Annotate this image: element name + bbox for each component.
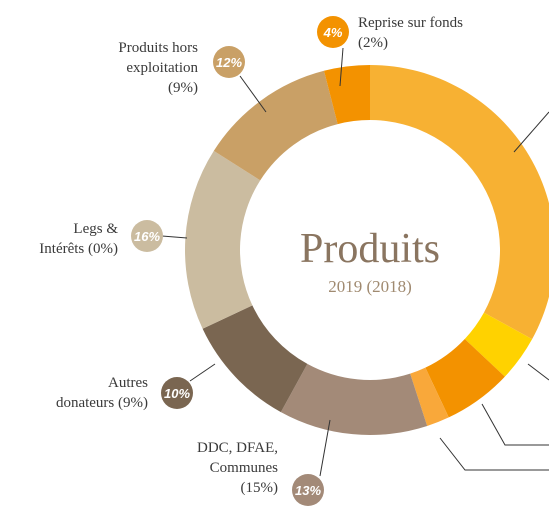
donut <box>185 65 549 435</box>
leader-line <box>439 437 549 471</box>
segment-label: Legs & <box>73 221 118 237</box>
value-badge <box>213 46 245 78</box>
donut-segment <box>410 367 449 426</box>
donut-segment <box>425 338 505 418</box>
donut-segment <box>323 65 370 125</box>
value-label: 16% <box>134 229 160 244</box>
value-badge <box>131 220 163 252</box>
segment-label: Intérêts (0%) <box>39 241 118 257</box>
segment-label: Reprise sur fonds <box>358 15 463 31</box>
segment-label: (15%) <box>241 480 279 496</box>
chart-title: Produits <box>300 226 440 272</box>
donut-segment <box>464 312 533 377</box>
leader-line <box>189 363 216 382</box>
leader-line <box>513 111 549 153</box>
leader-line <box>161 235 188 239</box>
donut-segment <box>202 305 308 413</box>
value-badge <box>292 474 324 506</box>
value-badge <box>161 377 193 409</box>
value-label: 4% <box>323 25 343 40</box>
segment-label: Communes <box>210 460 278 476</box>
value-label: 10% <box>164 386 190 401</box>
donut-segment <box>280 363 428 435</box>
segment-label: Autres <box>108 375 148 391</box>
segment-label: DDC, DFAE, <box>197 440 278 456</box>
segment-label: (9%) <box>168 80 198 96</box>
segment-label: Produits hors <box>118 40 198 56</box>
donut-segment <box>370 65 549 340</box>
segment-label: (2%) <box>358 35 388 51</box>
donut-segment <box>185 150 261 329</box>
segment-label: exploitation <box>126 60 198 76</box>
leader-line <box>527 363 549 381</box>
value-label: 13% <box>295 483 321 498</box>
leader-line <box>239 75 267 113</box>
value-label: 12% <box>216 55 242 70</box>
segment-label: donateurs (9%) <box>56 395 148 411</box>
leader-line <box>481 403 549 446</box>
chart-subtitle: 2019 (2018) <box>328 277 412 296</box>
leader-line <box>339 47 344 87</box>
value-badge <box>317 16 349 48</box>
leaders <box>161 47 549 477</box>
donut-segment <box>213 70 338 181</box>
leader-line <box>319 419 331 477</box>
